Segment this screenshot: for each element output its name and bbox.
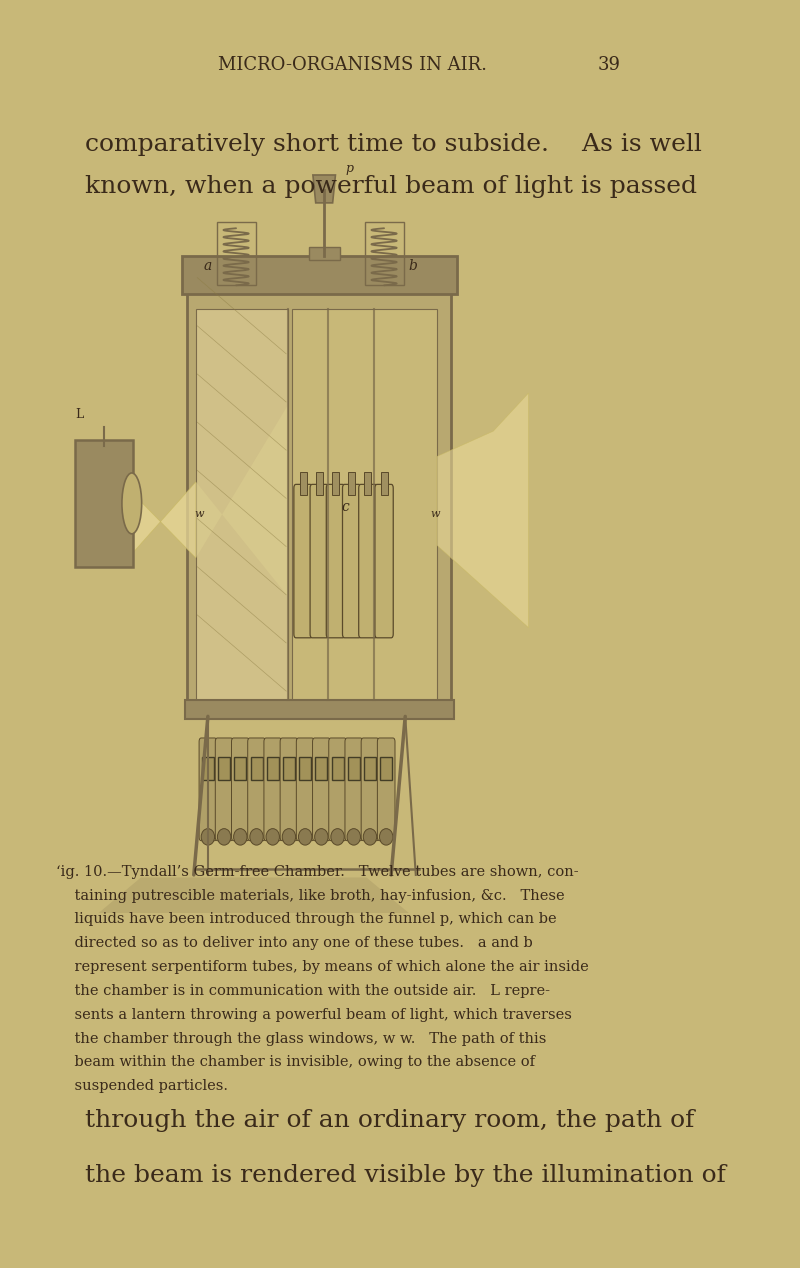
Ellipse shape bbox=[122, 473, 142, 534]
Ellipse shape bbox=[331, 829, 344, 846]
Text: beam within the chamber is invisible, owing to the absence of: beam within the chamber is invisible, ow… bbox=[56, 1055, 535, 1069]
Text: the beam is rendered visible by the illumination of: the beam is rendered visible by the illu… bbox=[85, 1164, 726, 1187]
FancyBboxPatch shape bbox=[361, 738, 378, 841]
Text: through the air of an ordinary room, the path of: through the air of an ordinary room, the… bbox=[85, 1110, 694, 1132]
FancyBboxPatch shape bbox=[348, 472, 355, 495]
Text: c: c bbox=[342, 500, 349, 515]
FancyBboxPatch shape bbox=[231, 738, 249, 841]
FancyBboxPatch shape bbox=[215, 738, 233, 841]
FancyBboxPatch shape bbox=[381, 472, 387, 495]
FancyBboxPatch shape bbox=[299, 757, 311, 780]
FancyBboxPatch shape bbox=[329, 738, 346, 841]
Text: the chamber is in communication with the outside air.   L repre-: the chamber is in communication with the… bbox=[56, 984, 550, 998]
FancyBboxPatch shape bbox=[199, 738, 217, 841]
FancyBboxPatch shape bbox=[293, 309, 437, 700]
Ellipse shape bbox=[234, 829, 247, 846]
FancyBboxPatch shape bbox=[186, 279, 451, 716]
Text: w: w bbox=[194, 508, 203, 519]
Text: MICRO-ORGANISMS IN AIR.: MICRO-ORGANISMS IN AIR. bbox=[218, 56, 487, 74]
FancyBboxPatch shape bbox=[345, 738, 362, 841]
FancyBboxPatch shape bbox=[296, 738, 314, 841]
Ellipse shape bbox=[298, 829, 312, 846]
Text: the chamber through the glass windows, w w.   The path of this: the chamber through the glass windows, w… bbox=[56, 1032, 546, 1046]
FancyBboxPatch shape bbox=[75, 440, 133, 567]
FancyBboxPatch shape bbox=[380, 757, 392, 780]
Text: p: p bbox=[346, 162, 354, 175]
Ellipse shape bbox=[379, 829, 393, 846]
FancyBboxPatch shape bbox=[182, 256, 457, 294]
Polygon shape bbox=[134, 482, 196, 558]
FancyBboxPatch shape bbox=[250, 757, 262, 780]
FancyBboxPatch shape bbox=[309, 247, 340, 260]
Text: 39: 39 bbox=[597, 56, 620, 74]
Text: w: w bbox=[430, 508, 440, 519]
Text: directed so as to deliver into any one of these tubes.   a and b: directed so as to deliver into any one o… bbox=[56, 936, 533, 950]
FancyBboxPatch shape bbox=[313, 738, 330, 841]
Ellipse shape bbox=[266, 829, 279, 846]
Text: b: b bbox=[409, 259, 418, 274]
Text: known, when a powerful beam of light is passed: known, when a powerful beam of light is … bbox=[85, 175, 697, 198]
FancyBboxPatch shape bbox=[375, 484, 394, 638]
Text: suspended particles.: suspended particles. bbox=[56, 1079, 228, 1093]
FancyBboxPatch shape bbox=[264, 738, 282, 841]
FancyBboxPatch shape bbox=[332, 472, 339, 495]
Ellipse shape bbox=[314, 829, 328, 846]
FancyBboxPatch shape bbox=[280, 738, 298, 841]
Text: L: L bbox=[75, 408, 84, 421]
Ellipse shape bbox=[201, 829, 214, 846]
FancyBboxPatch shape bbox=[248, 738, 266, 841]
Text: sents a lantern throwing a powerful beam of light, which traverses: sents a lantern throwing a powerful beam… bbox=[56, 1008, 572, 1022]
Text: comparatively short time to subside.  As is well: comparatively short time to subside. As … bbox=[85, 133, 702, 156]
FancyBboxPatch shape bbox=[358, 484, 377, 638]
FancyBboxPatch shape bbox=[266, 757, 278, 780]
FancyBboxPatch shape bbox=[196, 309, 287, 700]
FancyBboxPatch shape bbox=[294, 484, 312, 638]
FancyBboxPatch shape bbox=[316, 472, 322, 495]
Polygon shape bbox=[98, 877, 409, 913]
Text: taining putrescible materials, like broth, hay-infusion, &c.   These: taining putrescible materials, like brot… bbox=[56, 889, 565, 903]
FancyBboxPatch shape bbox=[364, 757, 376, 780]
FancyBboxPatch shape bbox=[331, 757, 343, 780]
Ellipse shape bbox=[250, 829, 263, 846]
FancyBboxPatch shape bbox=[378, 738, 395, 841]
FancyBboxPatch shape bbox=[283, 757, 295, 780]
FancyBboxPatch shape bbox=[342, 484, 361, 638]
Ellipse shape bbox=[363, 829, 377, 846]
FancyBboxPatch shape bbox=[348, 757, 360, 780]
Text: liquids have been introduced through the funnel p, which can be: liquids have been introduced through the… bbox=[56, 913, 557, 927]
FancyBboxPatch shape bbox=[299, 472, 306, 495]
Polygon shape bbox=[196, 406, 287, 596]
FancyBboxPatch shape bbox=[315, 757, 327, 780]
FancyBboxPatch shape bbox=[185, 700, 454, 719]
Polygon shape bbox=[313, 175, 335, 203]
FancyBboxPatch shape bbox=[234, 757, 246, 780]
Polygon shape bbox=[437, 393, 529, 628]
FancyBboxPatch shape bbox=[326, 484, 345, 638]
Ellipse shape bbox=[282, 829, 296, 846]
Ellipse shape bbox=[347, 829, 361, 846]
Ellipse shape bbox=[218, 829, 230, 846]
Text: ‘ig. 10.—Tyndall’s Germ-free Chamber.   Twelve tubes are shown, con-: ‘ig. 10.—Tyndall’s Germ-free Chamber. Tw… bbox=[56, 865, 579, 879]
Text: represent serpentiform tubes, by means of which alone the air inside: represent serpentiform tubes, by means o… bbox=[56, 960, 589, 974]
FancyBboxPatch shape bbox=[218, 757, 230, 780]
FancyBboxPatch shape bbox=[364, 472, 371, 495]
Text: a: a bbox=[203, 259, 211, 274]
FancyBboxPatch shape bbox=[202, 757, 214, 780]
FancyBboxPatch shape bbox=[310, 484, 329, 638]
